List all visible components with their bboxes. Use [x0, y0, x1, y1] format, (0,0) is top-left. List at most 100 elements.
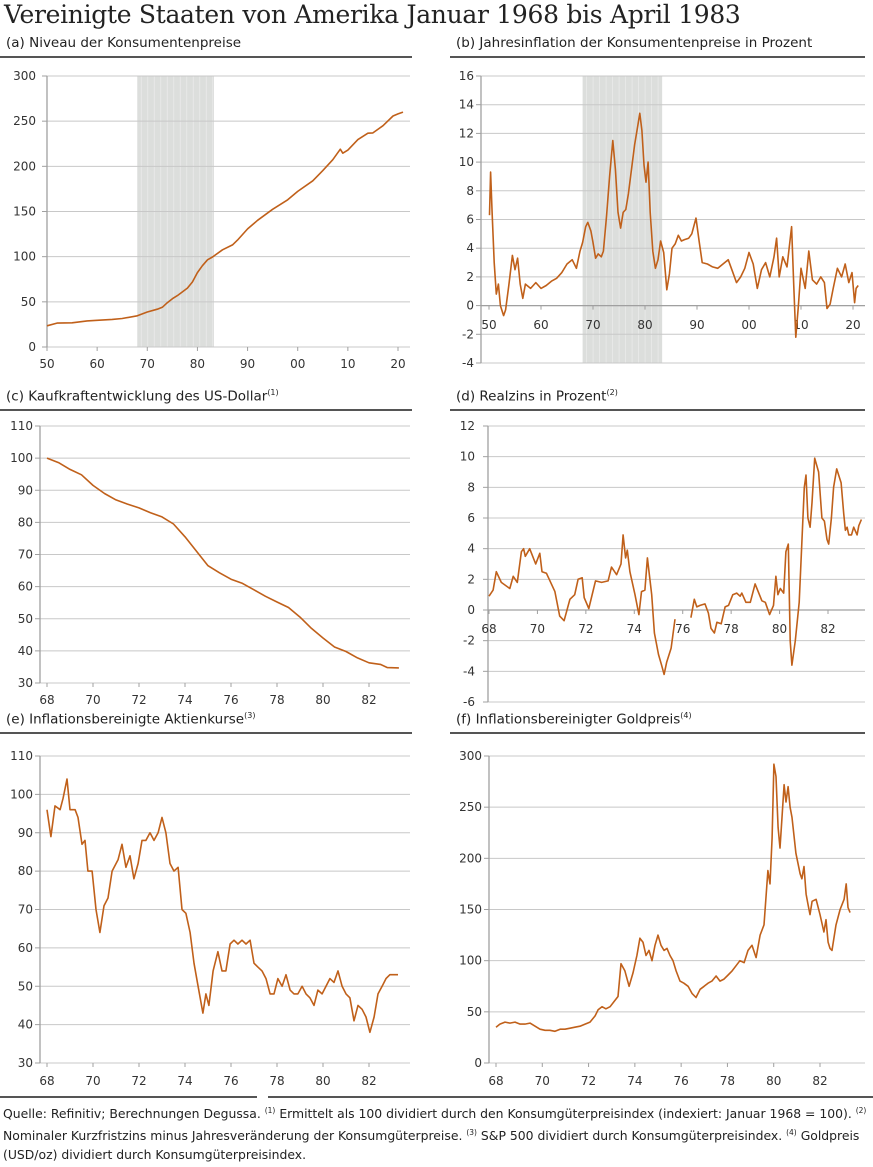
y-tick-label: 100 [10, 451, 33, 465]
x-tick-label: 80 [637, 318, 652, 332]
y-tick-label: 14 [459, 98, 474, 112]
chart-title-b: (b) Jahresinflation der Konsumentenpreis… [456, 35, 812, 51]
y-tick-label: 50 [21, 295, 36, 309]
series-line [488, 457, 863, 676]
x-tick-label: 72 [131, 1074, 146, 1088]
y-tick-label: 10 [459, 155, 474, 169]
y-tick-label: 100 [459, 954, 482, 968]
x-tick-label: 80 [772, 622, 787, 636]
y-tick-label: 60 [18, 941, 33, 955]
y-tick-label: 30 [18, 1056, 33, 1070]
y-tick-label: 4 [467, 542, 475, 556]
x-tick-label: 50 [481, 318, 496, 332]
y-tick-label: 10 [460, 450, 475, 464]
footnote-mark: (3) [244, 711, 256, 720]
y-tick-label: 70 [18, 903, 33, 917]
footnote-mark: (2) [855, 1106, 867, 1115]
x-tick-label: 68 [488, 1074, 503, 1088]
y-tick-label: 0 [28, 340, 36, 354]
x-tick-label: 76 [674, 1074, 689, 1088]
x-tick-label: 80 [315, 693, 330, 707]
y-tick-label: 100 [13, 250, 36, 264]
x-tick-label: 80 [315, 1074, 330, 1088]
y-tick-label: 300 [459, 749, 482, 763]
title-rule [450, 732, 865, 734]
series-line [488, 112, 859, 338]
y-tick-label: 4 [466, 241, 474, 255]
footer-rule [268, 1096, 873, 1098]
y-tick-label: -6 [463, 695, 475, 709]
x-tick-label: 74 [177, 1074, 192, 1088]
x-tick-label: 80 [190, 357, 205, 371]
chart-title-text: (f) Inflationsbereinigter Goldpreis [456, 711, 681, 728]
x-tick-label: 50 [39, 357, 54, 371]
y-tick-label: 50 [18, 612, 33, 626]
x-tick-label: 00 [290, 357, 305, 371]
x-tick-label: 78 [269, 693, 284, 707]
y-tick-label: 6 [466, 213, 474, 227]
title-rule [450, 56, 865, 58]
series-line [46, 111, 404, 327]
y-tick-label: 90 [18, 483, 33, 497]
y-tick-label: 200 [13, 159, 36, 173]
chart-title-f: (f) Inflationsbereinigter Goldpreis(4) [456, 711, 692, 728]
y-tick-label: 200 [459, 851, 482, 865]
y-tick-label: 30 [18, 676, 33, 690]
y-tick-label: 80 [18, 864, 33, 878]
x-tick-label: 76 [223, 1074, 238, 1088]
footnote-4: Goldpreis (USD/oz) dividiert durch Konsu… [3, 1128, 860, 1163]
x-tick-label: 76 [223, 693, 238, 707]
chart-title-text: (a) Niveau der Konsumentenpreise [6, 35, 242, 51]
footnote-2: Nominaler Kurzfristzins minus Jahresverä… [3, 1128, 463, 1144]
footer-rule [0, 1096, 257, 1098]
footnote-mark: (1) [267, 388, 279, 397]
page-title: Vereinigte Staaten von Amerika Januar 19… [4, 0, 741, 29]
x-tick-label: 90 [689, 318, 704, 332]
y-tick-label: 150 [13, 205, 36, 219]
x-tick-label: 20 [390, 357, 405, 371]
x-tick-label: 82 [361, 1074, 376, 1088]
y-tick-label: 12 [459, 126, 474, 140]
y-tick-label: 150 [459, 903, 482, 917]
x-tick-label: 78 [724, 622, 739, 636]
chart-e: 30 40 50 60 70 80 90 100 110 68 70 72 74 76 78 80 82 [10, 749, 410, 1088]
source-text: Quelle: Refinitiv; Berechnungen Degussa. [3, 1106, 261, 1122]
y-tick-label: 90 [18, 826, 33, 840]
y-tick-label: 6 [467, 511, 475, 525]
y-tick-label: 50 [18, 979, 33, 993]
y-tick-label: 8 [466, 184, 474, 198]
chart-c: 30 40 50 60 70 80 90 100 110 68 70 72 74 76 78 80 82 [10, 419, 410, 707]
x-tick-label: 72 [578, 622, 593, 636]
x-tick-label: 60 [533, 318, 548, 332]
x-tick-label: 70 [530, 622, 545, 636]
footnote-mark: (4) [786, 1128, 797, 1138]
x-tick-label: 72 [131, 693, 146, 707]
chart-title-a: (a) Niveau der Konsumentenpreise [6, 35, 241, 51]
x-tick-label: 82 [361, 693, 376, 707]
y-tick-label: 0 [467, 603, 475, 617]
y-tick-label: 2 [467, 572, 475, 586]
y-tick-label: 100 [10, 787, 33, 801]
footnote-mark: (2) [606, 388, 618, 397]
x-tick-label: 68 [481, 622, 496, 636]
y-tick-label: 40 [18, 644, 33, 658]
series-line [46, 457, 399, 669]
x-tick-label: 90 [240, 357, 255, 371]
x-tick-label: 70 [85, 1074, 100, 1088]
x-tick-label: 68 [39, 1074, 54, 1088]
x-tick-label: 70 [535, 1074, 550, 1088]
x-tick-label: 10 [340, 357, 355, 371]
y-tick-label: -2 [463, 634, 475, 648]
x-tick-label: 72 [581, 1074, 596, 1088]
y-tick-label: 0 [474, 1056, 482, 1070]
y-tick-label: 2 [466, 270, 474, 284]
chart-title-text: (b) Jahresinflation der Konsumentenpreis… [456, 35, 813, 51]
x-tick-label: 82 [820, 622, 835, 636]
chart-title-d: (d) Realzins in Prozent(2) [456, 388, 618, 405]
footnote: Quelle: Refinitiv; Berechnungen Degussa.… [3, 1101, 871, 1164]
series-line [46, 778, 398, 1034]
footnote-mark: (3) [466, 1128, 477, 1138]
y-tick-label: 110 [10, 419, 33, 433]
